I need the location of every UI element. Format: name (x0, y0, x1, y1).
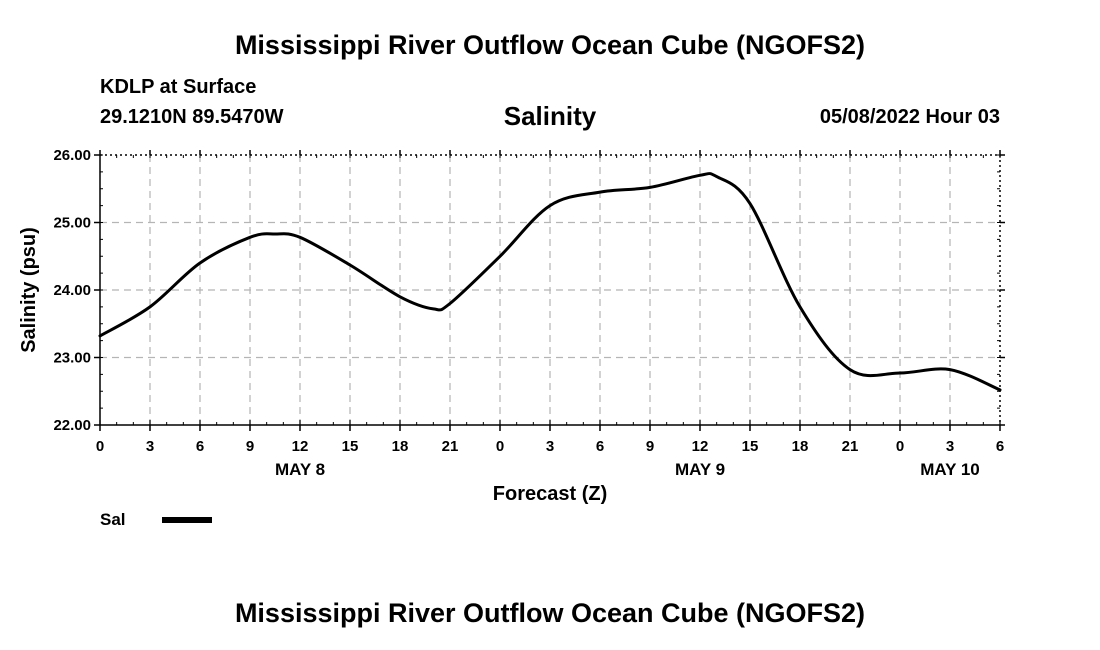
x-tick-label: 18 (392, 438, 409, 455)
x-tick-label: 6 (996, 438, 1004, 455)
y-tick-label: 25.00 (53, 215, 91, 232)
x-tick-label: 15 (742, 438, 759, 455)
series-line-sal (98, 172, 1002, 392)
x-tick-label: 3 (146, 438, 154, 455)
grid-lines (100, 155, 1000, 425)
footer-title: Mississippi River Outflow Ocean Cube (NG… (234, 598, 866, 628)
main-title: Mississippi River Outflow Ocean Cube (NG… (234, 30, 866, 60)
x-tick-label: 15 (342, 438, 359, 455)
y-tick-label: 23.00 (53, 350, 91, 367)
x-tick-label: 21 (442, 438, 459, 455)
forecast-datetime: 05/08/2022 Hour 03 (819, 106, 1000, 128)
station-label: KDLP at Surface (100, 76, 257, 98)
x-tick-label: 12 (692, 438, 709, 455)
legend-label: Sal (100, 510, 126, 529)
legend-line-swatch (162, 517, 212, 523)
x-tick-label: 6 (596, 438, 604, 455)
x-tick-label: 0 (496, 438, 504, 455)
y-tick-label: 22.00 (53, 417, 91, 434)
y-axis-label: Salinity (psu) (18, 227, 40, 353)
axis-ticks (94, 150, 1005, 431)
x-tick-label: 18 (792, 438, 809, 455)
x-tick-label: 12 (292, 438, 309, 455)
x-tick-label: 3 (546, 438, 554, 455)
series-layer (98, 172, 1002, 392)
day-label: MAY 8 (275, 460, 325, 479)
day-label: MAY 9 (675, 460, 725, 479)
x-tick-label: 0 (96, 438, 104, 455)
x-tick-label: 3 (946, 438, 954, 455)
x-tick-label: 0 (896, 438, 904, 455)
x-axis-label: Forecast (Z) (493, 483, 607, 505)
tick-labels: 0 3 6 9 12 15 18 21 0 3 6 9 12 15 18 21 0 3 6 22.00 23.00 24.… (53, 147, 1004, 479)
coordinates-label: 29.1210N 89.5470W (100, 106, 284, 128)
x-tick-label: 21 (842, 438, 859, 455)
x-tick-label: 6 (196, 438, 204, 455)
x-tick-label: 9 (646, 438, 654, 455)
x-tick-label: 9 (246, 438, 254, 455)
y-tick-label: 24.00 (53, 282, 91, 299)
y-tick-label: 26.00 (53, 147, 91, 164)
chart-title: Salinity (503, 101, 597, 131)
day-label: MAY 10 (920, 460, 980, 479)
